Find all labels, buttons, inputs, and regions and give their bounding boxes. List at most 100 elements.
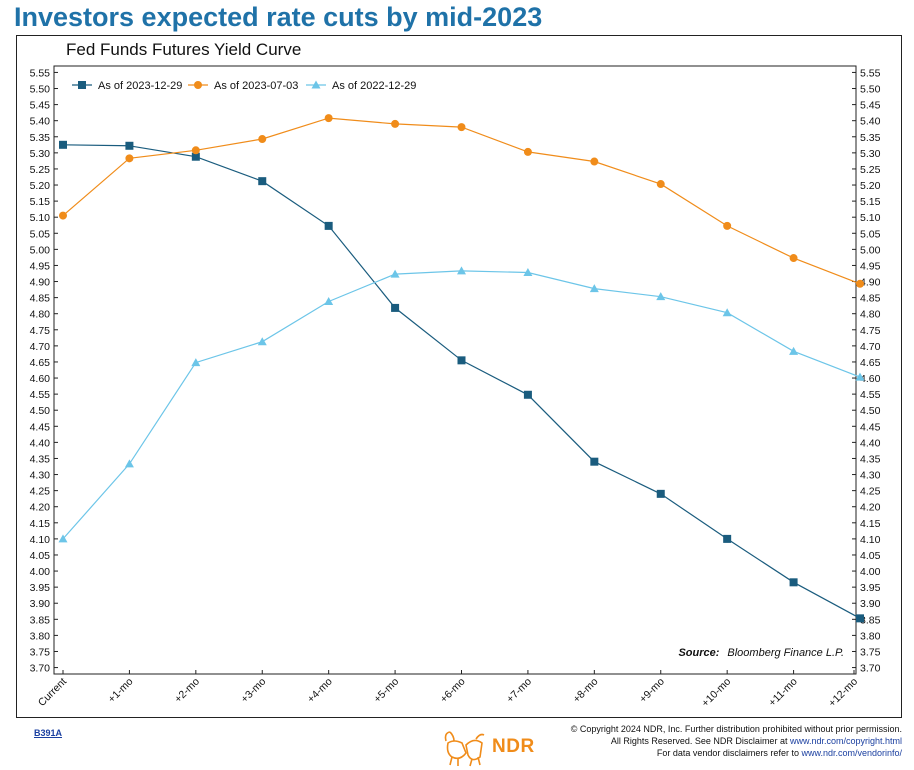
series-2-point (125, 154, 134, 163)
source-note: Source: Bloomberg Finance L.P. (678, 647, 844, 659)
series-line-1 (62, 144, 861, 619)
headline: Investors expected rate cuts by mid-2023 (14, 2, 543, 32)
y-tick-label-right: 4.80 (860, 309, 881, 321)
y-tick-label-right: 4.35 (860, 453, 881, 465)
legend-label-1: As of 2023-12-29 (98, 80, 182, 92)
y-tick-label-right: 4.40 (860, 437, 881, 449)
legend-label-2: As of 2023-07-03 (214, 80, 298, 92)
source-value: Bloomberg Finance L.P. (727, 647, 844, 659)
y-tick-label-left: 4.70 (30, 341, 51, 353)
series-2-point (590, 157, 599, 166)
series-3-point (789, 346, 799, 355)
y-tick-label-left: 4.20 (30, 502, 51, 514)
y-tick-label-right: 5.50 (860, 84, 881, 96)
y-tick-label-left: 3.85 (30, 614, 51, 626)
y-tick-label-left: 3.95 (30, 582, 51, 594)
x-tick-label: +6-mo (438, 676, 468, 706)
chart-title: Fed Funds Futures Yield Curve (66, 40, 302, 59)
y-tick-label-right: 4.55 (860, 389, 881, 401)
y-tick-label-left: 5.50 (30, 84, 51, 96)
y-tick-label-left: 5.05 (30, 228, 51, 240)
x-tick-label: +5-mo (371, 676, 401, 706)
x-tick-label: +2-mo (172, 676, 202, 706)
series-2-point (191, 146, 200, 155)
y-tick-label-right: 5.05 (860, 228, 881, 240)
y-tick-label-right: 4.05 (860, 550, 881, 562)
y-tick-label-right: 4.95 (860, 260, 881, 272)
series-3-point (656, 292, 666, 301)
series-3-point (58, 534, 68, 543)
y-tick-label-right: 4.00 (860, 566, 881, 578)
legend-marker-2 (194, 81, 202, 89)
source-label: Source: (678, 647, 720, 659)
series-3-point (191, 358, 201, 367)
y-tick-label-left: 4.35 (30, 453, 51, 465)
vendor-info-link[interactable]: www.ndr.com/vendorinfo/ (801, 748, 902, 758)
y-tick-label-right: 5.15 (860, 196, 881, 208)
y-tick-label-left: 4.60 (30, 373, 51, 385)
plot-area (53, 65, 857, 675)
y-tick-label-right: 5.40 (860, 116, 881, 128)
copyright-link[interactable]: www.ndr.com/copyright.html (789, 736, 902, 746)
y-tick-label-right: 3.70 (860, 663, 881, 675)
y-tick-label-right: 4.60 (860, 373, 881, 385)
series-1-point (856, 614, 864, 623)
y-tick-label-left: 4.85 (30, 293, 51, 305)
y-tick-label-right: 5.10 (860, 212, 881, 224)
y-tick-label-right: 5.45 (860, 100, 881, 112)
copyright-line-3: For data vendor disclaimers refer to www… (571, 747, 902, 759)
y-tick-label-right: 4.85 (860, 293, 881, 305)
y-tick-label-left: 4.30 (30, 470, 51, 482)
series-line-2 (62, 117, 861, 285)
series-2-point (656, 180, 665, 189)
y-tick-label-right: 4.30 (860, 470, 881, 482)
y-tick-label-right: 4.50 (860, 405, 881, 417)
y-tick-label-right: 5.35 (860, 132, 881, 144)
y-tick-label-left: 3.90 (30, 598, 51, 610)
chart-code-link[interactable]: B391A (34, 728, 63, 738)
series-3-point (124, 459, 134, 468)
y-tick-label-right: 5.30 (860, 148, 881, 160)
series-1-point (191, 152, 200, 161)
y-tick-label-left: 3.70 (30, 663, 51, 675)
series-3-point (855, 372, 865, 381)
series-1-point (324, 221, 333, 230)
y-tick-label-left: 4.55 (30, 389, 51, 401)
series-1-point (723, 534, 732, 543)
series-3-point (390, 269, 400, 278)
series-1-point (457, 356, 466, 365)
x-tick-label: +9-mo (637, 676, 667, 706)
copyright-line-2: All Rights Reserved. See NDR Disclaimer … (571, 735, 902, 747)
y-tick-label-left: 5.35 (30, 132, 51, 144)
x-tick-label: +4-mo (305, 676, 335, 706)
series-1-point (590, 457, 599, 466)
y-tick-label-left: 4.95 (30, 260, 51, 272)
x-tick-label: +7-mo (504, 676, 534, 706)
series-3-point (722, 308, 732, 317)
y-tick-label-right: 3.90 (860, 598, 881, 610)
y-tick-label-left: 4.25 (30, 486, 51, 498)
ndr-logo: NDR (440, 727, 560, 767)
y-tick-label-left: 5.00 (30, 244, 51, 256)
copyright-line-2-text: All Rights Reserved. See NDR Disclaimer … (610, 736, 790, 746)
series-2-point (324, 114, 333, 123)
y-tick-label-left: 3.75 (30, 646, 51, 658)
y-tick-label-left: 4.90 (30, 277, 51, 289)
x-tick-label: +1-mo (106, 676, 136, 706)
y-tick-label-left: 4.80 (30, 309, 51, 321)
y-tick-label-right: 4.70 (860, 341, 881, 353)
y-tick-label-left: 3.80 (30, 630, 51, 642)
y-tick-label-left: 5.20 (30, 180, 51, 192)
y-tick-label-right: 4.20 (860, 502, 881, 514)
legend-marker-1 (78, 81, 86, 89)
y-tick-label-left: 4.65 (30, 357, 51, 369)
y-tick-label-right: 4.10 (860, 534, 881, 546)
legend-label-3: As of 2022-12-29 (332, 80, 416, 92)
series-2-point (523, 147, 532, 156)
y-tick-label-left: 4.40 (30, 437, 51, 449)
y-tick-label-left: 5.10 (30, 212, 51, 224)
series-1-point (258, 177, 267, 186)
y-tick-label-left: 5.40 (30, 116, 51, 128)
series-1-point (391, 303, 400, 312)
